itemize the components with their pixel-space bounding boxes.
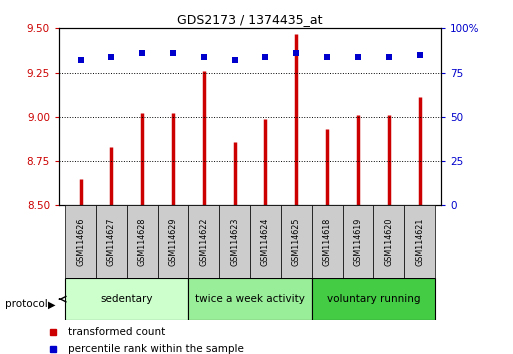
Text: GSM114625: GSM114625 (292, 217, 301, 266)
Text: transformed count: transformed count (68, 327, 166, 337)
Bar (343, 205, 373, 278)
Text: GSM114628: GSM114628 (137, 217, 147, 266)
Bar (312, 278, 435, 320)
Bar (281, 205, 312, 278)
Bar (188, 205, 219, 278)
Text: percentile rank within the sample: percentile rank within the sample (68, 344, 244, 354)
Bar (373, 205, 404, 278)
Bar (65, 278, 188, 320)
Text: GSM114619: GSM114619 (353, 217, 363, 266)
Title: GDS2173 / 1374435_at: GDS2173 / 1374435_at (177, 13, 323, 26)
Text: GSM114621: GSM114621 (415, 217, 424, 266)
Text: GSM114629: GSM114629 (169, 217, 177, 266)
Bar (312, 205, 343, 278)
Bar (250, 205, 281, 278)
Bar (219, 205, 250, 278)
Text: twice a week activity: twice a week activity (195, 294, 305, 304)
Text: ▶: ▶ (48, 299, 55, 309)
Text: GSM114626: GSM114626 (76, 217, 85, 266)
Text: GSM114620: GSM114620 (384, 217, 393, 266)
Bar (65, 205, 96, 278)
Text: voluntary running: voluntary running (327, 294, 420, 304)
Text: sedentary: sedentary (101, 294, 153, 304)
Bar (188, 278, 312, 320)
Text: GSM114627: GSM114627 (107, 217, 116, 266)
Text: GSM114623: GSM114623 (230, 217, 239, 266)
Text: GSM114624: GSM114624 (261, 217, 270, 266)
Text: protocol: protocol (5, 299, 48, 309)
Bar (96, 205, 127, 278)
Bar (157, 205, 188, 278)
Bar (127, 205, 157, 278)
Bar (404, 205, 435, 278)
Text: GSM114622: GSM114622 (200, 217, 208, 266)
Text: GSM114618: GSM114618 (323, 217, 331, 266)
